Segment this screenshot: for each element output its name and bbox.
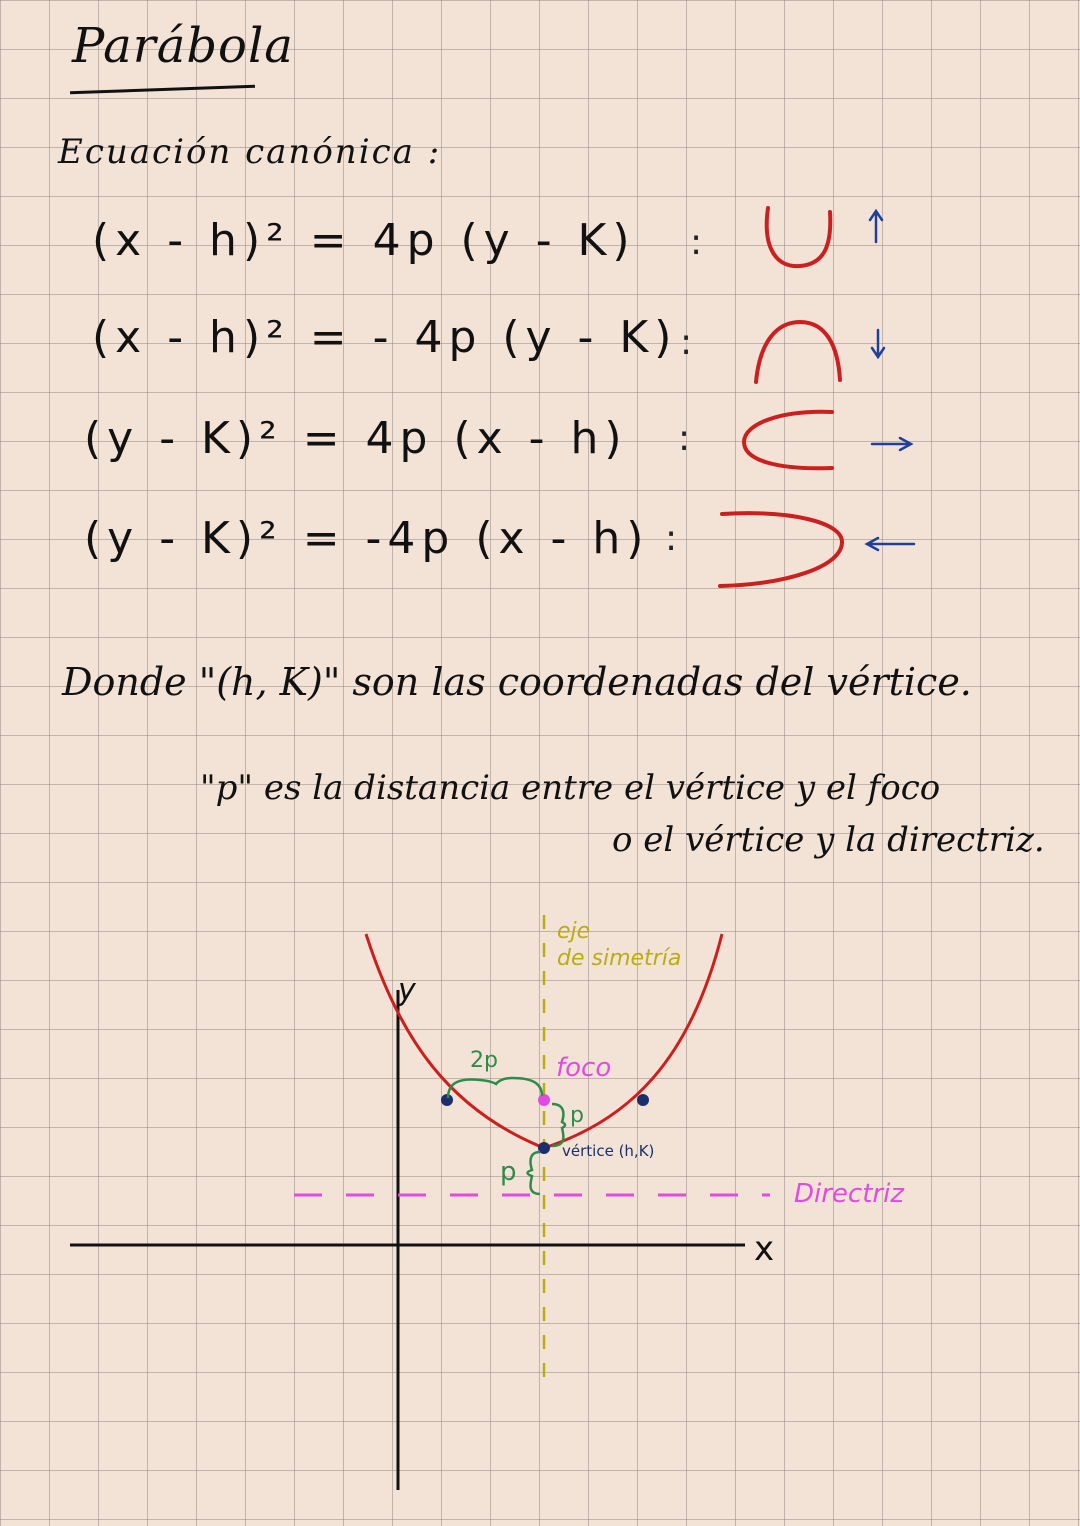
- latus-brace: [446, 1076, 544, 1099]
- parabola-opens-down-icon: [754, 319, 842, 384]
- parabola-opens-left-icon: [718, 511, 845, 588]
- vertex-note: Donde "(h, K)" son las coordenadas del v…: [62, 660, 972, 704]
- equation-colon: :: [678, 418, 691, 459]
- left-arrow-icon: [864, 536, 916, 552]
- equation-right: (y - K)² = 4p (x - h): [84, 413, 628, 464]
- upper-p-label: p: [570, 1103, 584, 1128]
- equation-down: (x - h)² = - 4p (y - K): [92, 312, 678, 363]
- directrix-label: Directriz: [794, 1179, 905, 1209]
- x-axis-label: x: [754, 1229, 774, 1269]
- equation-colon: :: [680, 322, 693, 363]
- distance-note-2: o el vértice y la directriz.: [612, 820, 1045, 860]
- right-arrow-icon: [870, 436, 914, 452]
- latus-point-right: [637, 1094, 649, 1106]
- section-heading: Ecuación canónica :: [58, 132, 442, 172]
- equation-colon: :: [665, 518, 678, 559]
- focus-label: foco: [556, 1053, 611, 1083]
- lower-p-label: p: [500, 1157, 517, 1187]
- equation-colon: :: [690, 222, 703, 263]
- lower-p-brace: [526, 1150, 541, 1196]
- y-axis-label: y: [397, 973, 417, 1008]
- latus-label: 2p: [470, 1048, 498, 1073]
- vertex-point: [538, 1142, 550, 1154]
- down-arrow-icon: [870, 328, 886, 360]
- parabola-opens-right-icon: [741, 409, 834, 471]
- axis-of-symmetry-label: eje: [557, 919, 590, 944]
- upper-p-brace: [551, 1102, 567, 1148]
- vertex-label: vértice (h,K): [562, 1142, 654, 1160]
- page-title: Parábola: [72, 18, 294, 74]
- distance-note-1: "p" es la distancia entre el vértice y e…: [200, 768, 941, 808]
- equation-up: (x - h)² = 4p (y - K): [92, 215, 636, 266]
- equation-left: (y - K)² = -4p (x - h): [84, 513, 650, 564]
- axis-of-symmetry-label-2: de simetría: [557, 946, 681, 971]
- parabola-opens-up-icon: [764, 206, 833, 269]
- focus-point: [538, 1094, 550, 1106]
- latus-point-left: [441, 1094, 453, 1106]
- up-arrow-icon: [868, 208, 884, 244]
